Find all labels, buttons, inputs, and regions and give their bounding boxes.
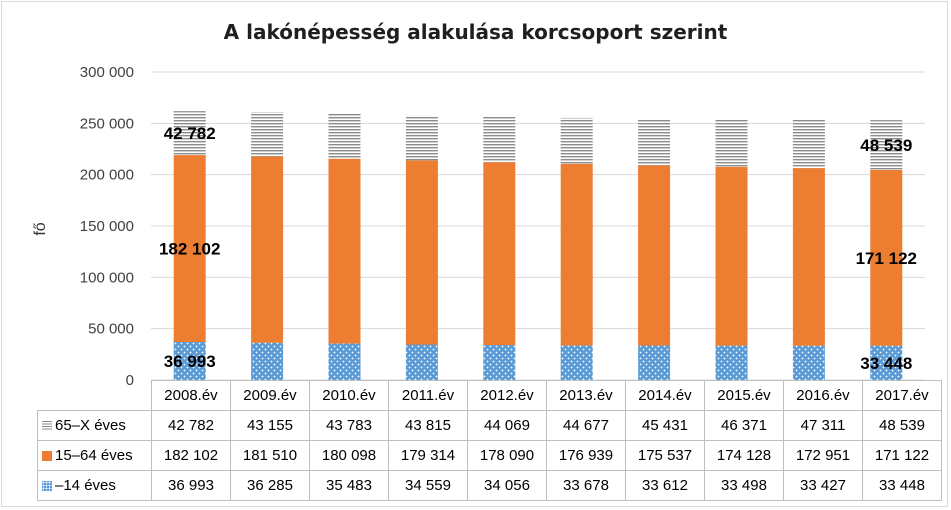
legend-label: 65–X éves: [55, 417, 126, 434]
bar-segment: [792, 345, 825, 380]
data-label: 42 782: [164, 124, 216, 143]
table-cell: 33 448: [862, 470, 942, 501]
table-cell: 171 122: [862, 440, 942, 471]
bar-segment: [560, 163, 593, 346]
chart-title: A lakónépesség alakulása korcsoport szer…: [223, 20, 728, 44]
bar-segment: [483, 162, 516, 346]
table-cell: 43 155: [230, 410, 310, 441]
bar-segment: [715, 166, 748, 346]
bar-segment: [173, 155, 206, 343]
y-tick-label: 0: [126, 372, 134, 389]
bar-segment: [792, 119, 825, 169]
bar-segment: [870, 345, 903, 380]
category-label: 2013.év: [546, 380, 626, 411]
bar-segment: [251, 156, 284, 343]
bar-segment: [870, 169, 903, 346]
bar-segment: [251, 342, 284, 380]
data-table: 2008.év 2009.év 2010.év 2011.év 2012.év 2013.…: [37, 380, 942, 501]
table-cell: 182 102: [151, 440, 231, 471]
y-tick-label: 100 000: [80, 269, 134, 286]
data-label: 36 993: [164, 352, 216, 371]
y-tick-label: 250 000: [80, 115, 134, 132]
bar-segment: [638, 165, 671, 346]
table-cell: 178 090: [467, 440, 547, 471]
category-label: 2011.év: [388, 380, 468, 411]
table-row: 15–64 éves 182 102 181 510 180 098 179 314 17…: [37, 440, 942, 471]
table-cell: 46 371: [704, 410, 784, 441]
bar-segment: [405, 344, 438, 380]
bar-segment: [328, 158, 361, 344]
table-cell: 35 483: [309, 470, 389, 501]
data-label: 171 122: [856, 249, 917, 268]
table-cell: 175 537: [625, 440, 705, 471]
bar-segment: [405, 160, 438, 345]
table-cell: 45 431: [625, 410, 705, 441]
legend-key: [42, 481, 52, 492]
table-cell: 43 783: [309, 410, 389, 441]
bar-segment: [251, 112, 284, 157]
bar-segment: [483, 116, 516, 163]
bar-segment: [715, 119, 748, 167]
table-cell: 34 559: [388, 470, 468, 501]
category-label: 2012.év: [467, 380, 547, 411]
bar-segment: [173, 342, 206, 380]
bar-segment: [328, 343, 361, 380]
legend-label: 15–64 éves: [55, 447, 133, 464]
bars: [173, 111, 903, 380]
category-label: 2010.év: [309, 380, 389, 411]
table-row: 65–X éves 42 782 43 155 43 783 43 815 44 069 4…: [37, 410, 942, 441]
table-cell: 181 510: [230, 440, 310, 471]
table-cell: 179 314: [388, 440, 468, 471]
data-label: 48 539: [860, 136, 912, 155]
table-cell: 43 815: [388, 410, 468, 441]
y-tick-label: 300 000: [80, 64, 134, 81]
table-cell: 33 678: [546, 470, 626, 501]
table-cell: 47 311: [783, 410, 863, 441]
table-cell: 172 951: [783, 440, 863, 471]
table-cell: 176 939: [546, 440, 626, 471]
table-cell: 33 427: [783, 470, 863, 501]
y-tick-label: 50 000: [88, 321, 134, 338]
table-cell: 34 056: [467, 470, 547, 501]
bar-segment: [483, 345, 516, 380]
y-tick-label: 150 000: [80, 218, 134, 235]
table-cell: 36 993: [151, 470, 231, 501]
bar-segment: [560, 117, 593, 164]
bar-segment: [792, 168, 825, 346]
data-label: 33 448: [860, 354, 912, 373]
table-cell: 36 285: [230, 470, 310, 501]
category-label: 2016.év: [783, 380, 863, 411]
table-cell: 44 677: [546, 410, 626, 441]
table-cell: 44 069: [467, 410, 547, 441]
bar-segment: [328, 113, 361, 159]
y-tick-label: 200 000: [80, 167, 134, 184]
legend-key: [42, 451, 52, 462]
table-cell: 33 498: [704, 470, 784, 501]
legend-key: [42, 421, 52, 432]
bar-segment: [560, 345, 593, 380]
data-labels: 42 782 182 102 36 993 48 539 171 122 33 448: [159, 124, 917, 373]
legend-label: –14 éves: [55, 477, 116, 494]
y-tick-labels: 0 50 000 100 000 150 000 200 000 250 000 300 0…: [80, 64, 134, 389]
table-cell: 180 098: [309, 440, 389, 471]
category-label: 2014.év: [625, 380, 705, 411]
category-label: 2008.év: [151, 380, 231, 411]
table-cell: 33 612: [625, 470, 705, 501]
bar-segment: [638, 345, 671, 380]
category-label: 2009.év: [230, 380, 310, 411]
bar-segment: [870, 120, 903, 170]
table-cell: 48 539: [862, 410, 942, 441]
table-cell: 42 782: [151, 410, 231, 441]
category-label: 2015.év: [704, 380, 784, 411]
data-label: 182 102: [159, 240, 220, 259]
bar-segment: [638, 118, 671, 166]
bar-segment: [715, 345, 748, 380]
bar-segment: [173, 111, 206, 156]
table-cell: 174 128: [704, 440, 784, 471]
category-label: 2017.év: [862, 380, 942, 411]
table-row: –14 éves 36 993 36 285 35 483 34 559 34 056 33…: [37, 470, 942, 501]
bar-segment: [405, 115, 438, 161]
